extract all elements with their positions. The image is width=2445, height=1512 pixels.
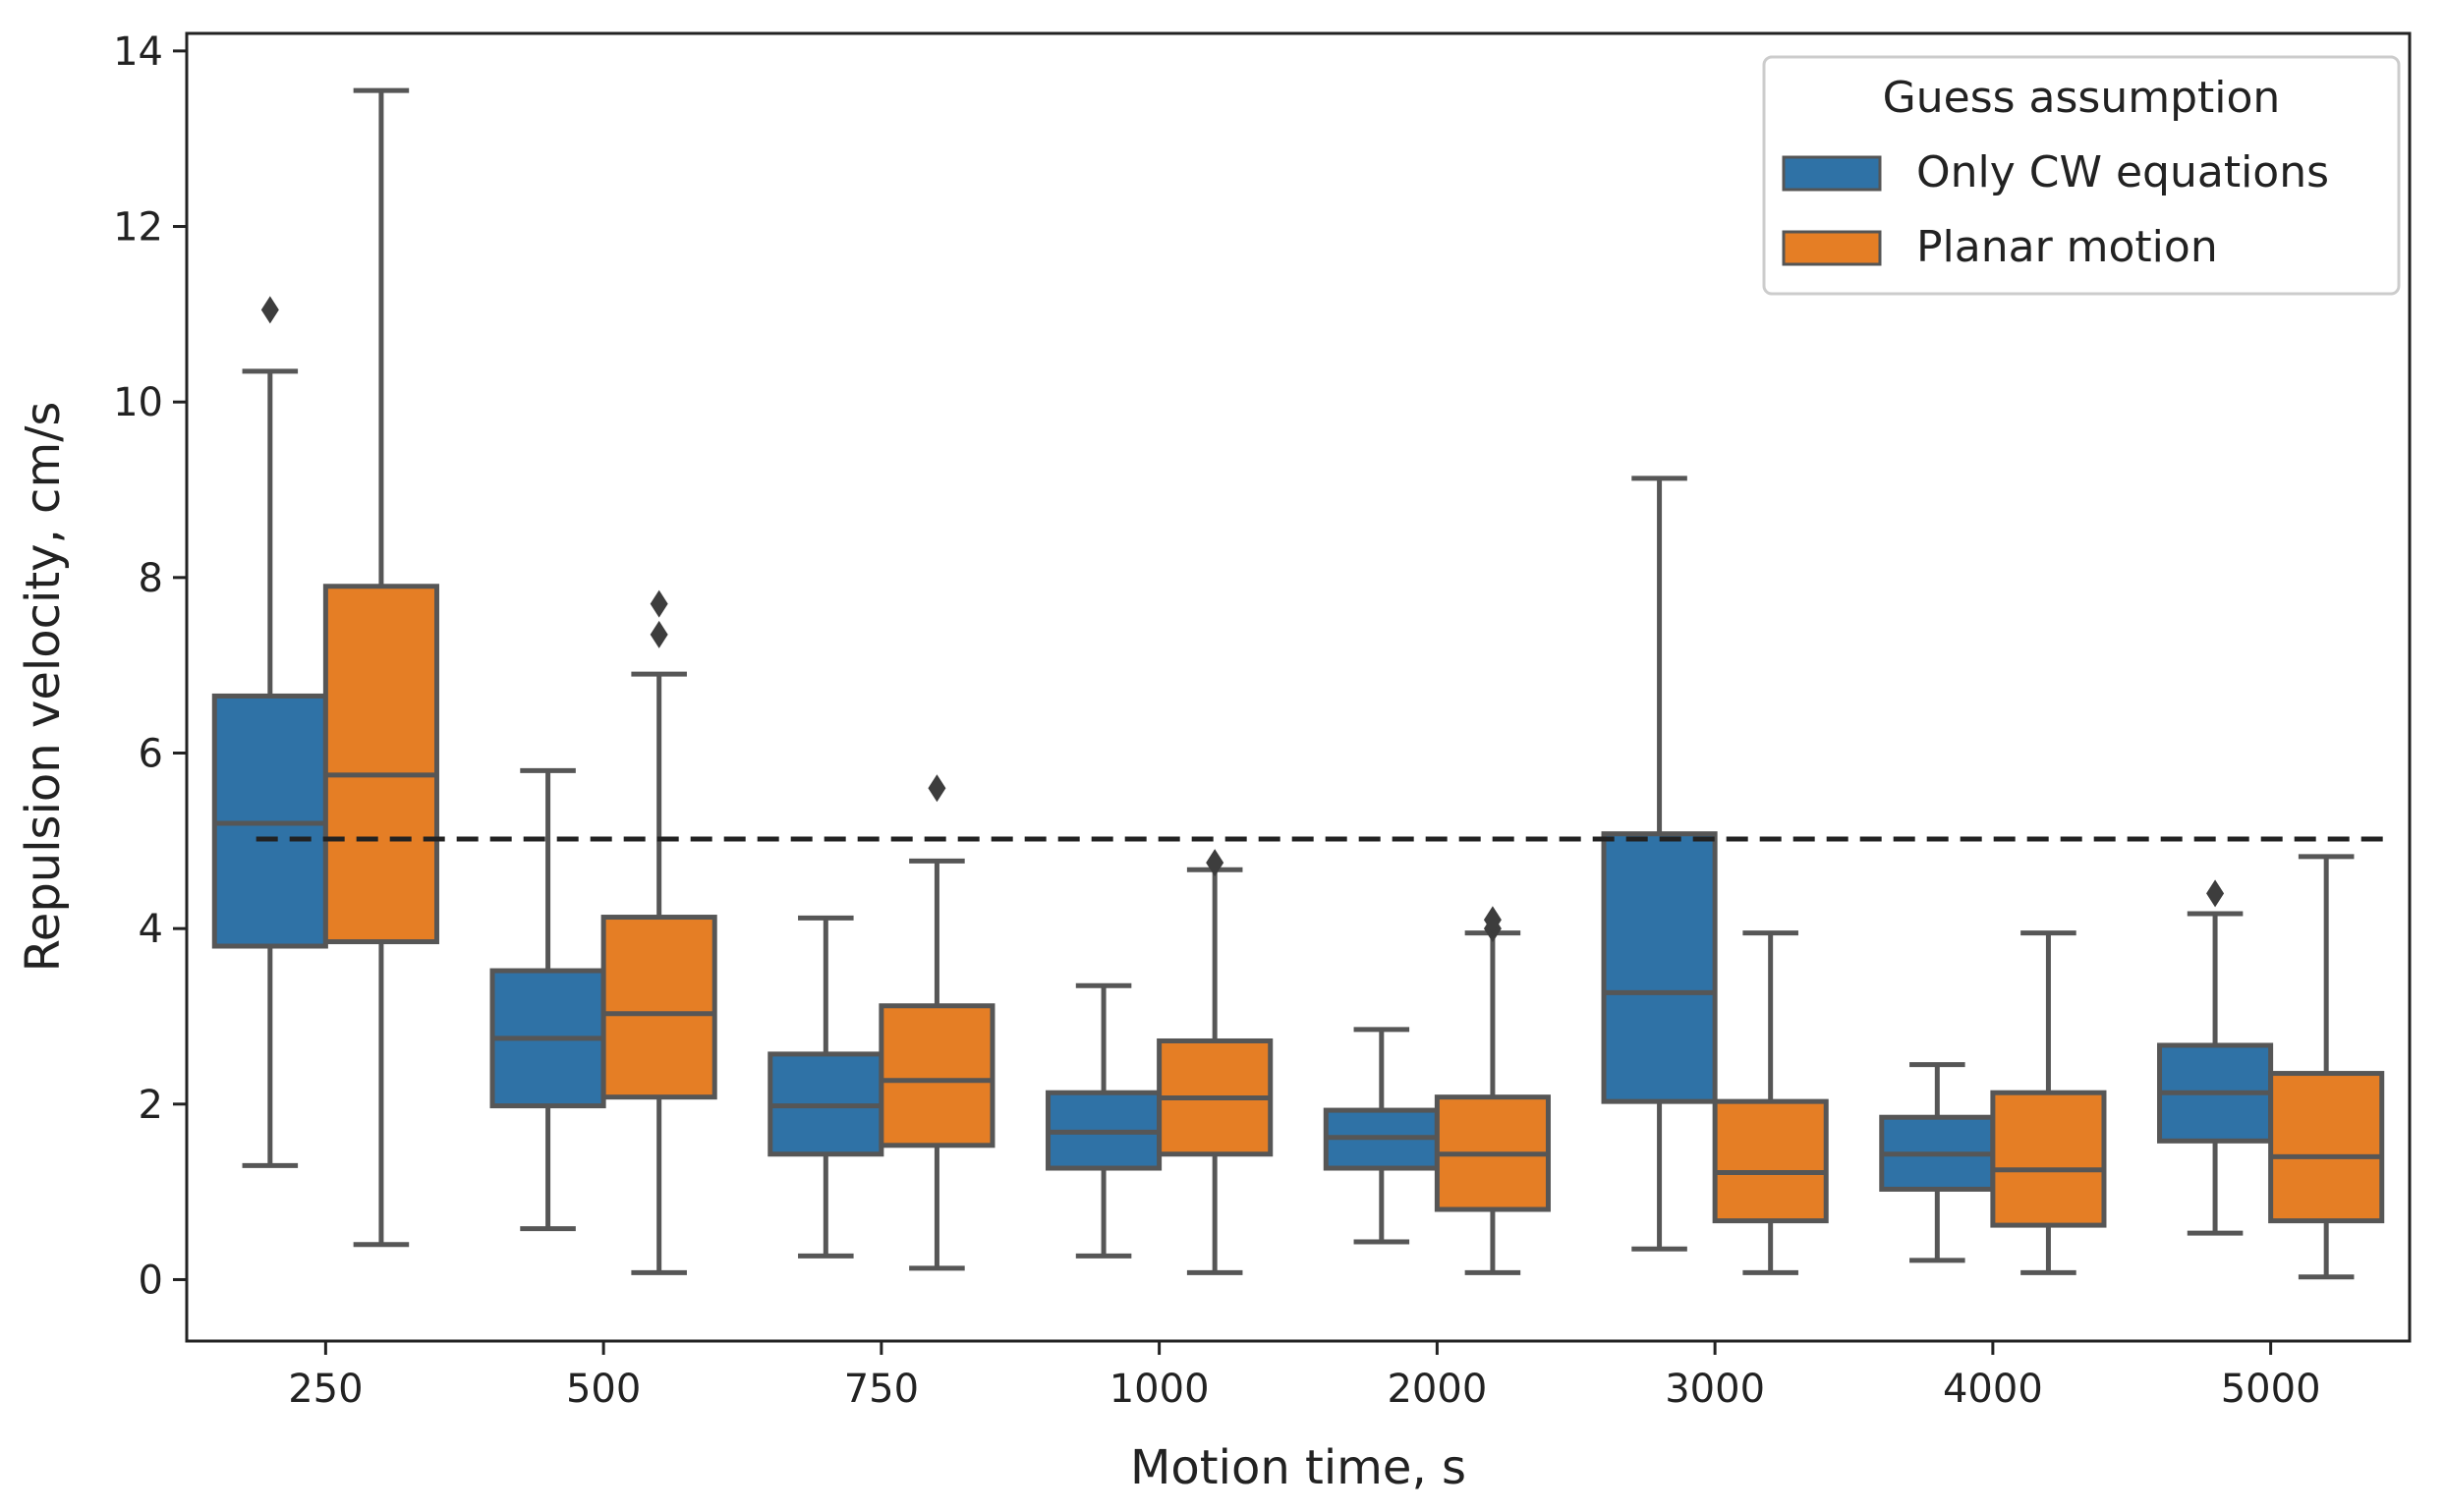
box-planar-motion-1000: [1157, 849, 1274, 1275]
box-iqr: [322, 584, 439, 945]
box-only-cw-equations-5000: [2157, 879, 2274, 1236]
flier-point: [928, 774, 946, 803]
y-tick-label: 14: [113, 29, 163, 75]
flier-point: [1483, 906, 1502, 934]
box-iqr: [879, 1003, 995, 1148]
x-tick-label: 5000: [2221, 1367, 2321, 1412]
flier-point: [650, 589, 668, 618]
y-tick-label: 6: [139, 731, 163, 776]
y-tick-label: 10: [113, 380, 163, 425]
legend-swatch-planar: [1782, 230, 1882, 266]
x-tick-label: 1000: [1109, 1367, 1210, 1412]
box-layer: [211, 87, 2385, 1280]
box-iqr: [2268, 1071, 2385, 1224]
box-iqr: [1601, 831, 1718, 1104]
box-planar-motion-250: [322, 87, 439, 1248]
box-iqr: [1990, 1090, 2107, 1228]
box-planar-motion-500: [600, 589, 717, 1275]
box-iqr: [1712, 1098, 1829, 1224]
y-tick-label: 0: [139, 1258, 163, 1303]
y-tick-label: 12: [113, 205, 163, 251]
x-tick-label: 2000: [1387, 1367, 1487, 1412]
y-tick-label: 4: [139, 907, 163, 952]
legend-frame: [1762, 55, 2401, 296]
x-tick-label: 250: [288, 1367, 363, 1412]
box-planar-motion-5000: [2268, 854, 2385, 1280]
y-tick-label: 8: [139, 556, 163, 601]
legend-label-planar: Planar motion: [1916, 222, 2218, 272]
y-axis: 0 2 4 6 8 10 12 14: [113, 29, 187, 1303]
legend[interactable]: Guess assumption Only CW equations Plana…: [1762, 55, 2401, 296]
box-iqr: [600, 915, 717, 1100]
x-axis-label: Motion time, s: [1130, 1440, 1466, 1495]
x-tick-label: 4000: [1943, 1367, 2043, 1412]
box-planar-motion-4000: [1990, 930, 2107, 1275]
x-axis: 250 500 750 1000 2000 3000 4000 5000: [288, 1341, 2321, 1412]
flier-point: [650, 620, 668, 648]
x-tick-label: 500: [566, 1367, 641, 1412]
box-planar-motion-3000: [1712, 930, 1829, 1275]
box-planar-motion-750: [879, 774, 995, 1271]
legend-label-only-cw: Only CW equations: [1916, 147, 2329, 197]
box-only-cw-equations-500: [489, 767, 606, 1232]
box-only-cw-equations-4000: [1879, 1062, 1996, 1263]
x-tick-label: 750: [844, 1367, 919, 1412]
y-tick-label: 2: [139, 1083, 163, 1128]
plot-frame: [185, 31, 2412, 1343]
flier-point: [2206, 879, 2225, 908]
flier-point: [1206, 849, 1224, 877]
y-axis-label: Repulsion velocity, cm/s: [16, 402, 71, 973]
x-tick-label: 3000: [1665, 1367, 1765, 1412]
box-planar-motion-2000: [1434, 906, 1551, 1275]
legend-title: Guess assumption: [1883, 73, 2281, 123]
box-only-cw-equations-3000: [1601, 476, 1718, 1252]
legend-swatch-only-cw: [1782, 155, 1882, 192]
flier-point: [260, 296, 279, 324]
